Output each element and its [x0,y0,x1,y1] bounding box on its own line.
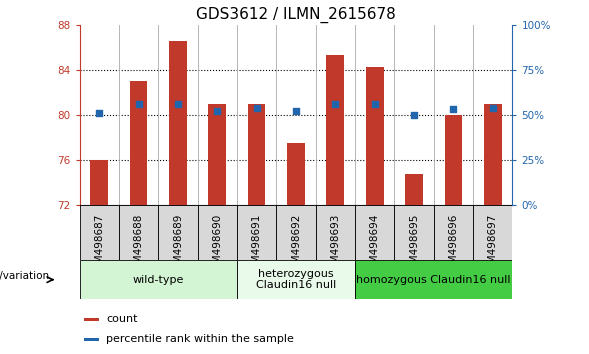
Bar [158,205,197,260]
Bar [248,104,266,205]
Bar [130,81,147,205]
Title: GDS3612 / ILMN_2615678: GDS3612 / ILMN_2615678 [196,7,396,23]
Text: GSM498692: GSM498692 [291,213,301,277]
Bar [80,260,237,299]
Point [213,108,222,113]
Bar [405,174,423,205]
Point [94,110,104,116]
Text: homozygous Claudin16 null: homozygous Claudin16 null [356,275,511,285]
Bar [209,104,226,205]
Point [449,107,458,112]
Point [173,101,183,107]
Bar [276,205,316,260]
Bar [366,67,383,205]
Point [488,105,498,111]
Bar [197,205,237,260]
Text: GSM498689: GSM498689 [173,213,183,277]
Text: GSM498690: GSM498690 [212,213,222,277]
Text: heterozygous
Claudin16 null: heterozygous Claudin16 null [256,269,336,291]
Bar [484,104,502,205]
Text: percentile rank within the sample: percentile rank within the sample [106,333,294,344]
Point [134,101,143,107]
Bar [445,115,462,205]
Bar [84,318,100,321]
Bar [90,160,108,205]
Bar [119,205,158,260]
Text: wild-type: wild-type [133,275,184,285]
Bar [169,41,187,205]
Point [252,105,262,111]
Bar [80,205,119,260]
Text: GSM498687: GSM498687 [94,213,104,277]
Bar [287,143,305,205]
Bar [237,260,355,299]
Text: GSM498693: GSM498693 [330,213,340,277]
Text: GSM498691: GSM498691 [252,213,262,277]
Text: GSM498696: GSM498696 [448,213,458,277]
Text: GSM498695: GSM498695 [409,213,419,277]
Bar [355,260,512,299]
Point [291,108,300,113]
Bar [355,205,395,260]
Text: count: count [106,314,137,324]
Text: GSM498694: GSM498694 [370,213,380,277]
Bar [473,205,512,260]
Bar [434,205,473,260]
Bar [84,338,100,341]
Text: GSM498697: GSM498697 [488,213,498,277]
Bar [395,205,434,260]
Text: GSM498688: GSM498688 [134,213,144,277]
Bar [316,205,355,260]
Point [370,101,379,107]
Text: genotype/variation: genotype/variation [0,271,49,281]
Bar [326,55,344,205]
Bar [237,205,276,260]
Point [409,112,419,118]
Point [330,101,340,107]
